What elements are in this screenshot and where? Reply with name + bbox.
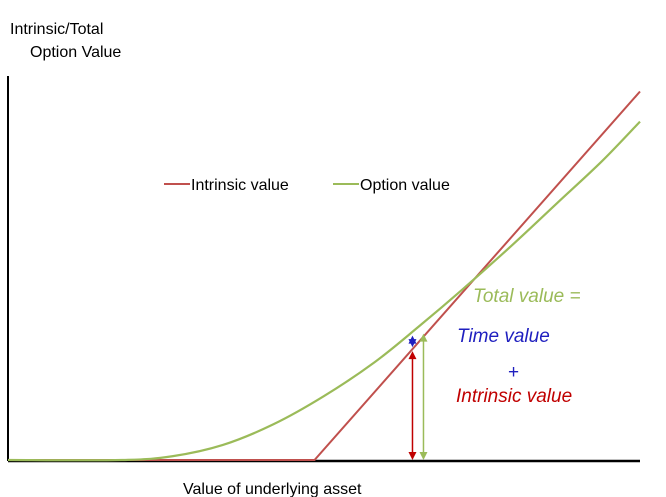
legend-label-intrinsic-value: Intrinsic value <box>191 177 289 194</box>
annotation-plus: + <box>508 362 519 383</box>
value-decomposition-arrows <box>408 333 428 460</box>
total-value-arrow-head-up <box>419 333 428 342</box>
series-line-option-value <box>7 120 641 462</box>
annotation-time-value: Time value <box>457 326 550 347</box>
legend-label-option-value: Option value <box>360 177 450 194</box>
time-value-arrow-head-down <box>408 339 417 348</box>
x-axis-label: Value of underlying asset <box>183 481 362 497</box>
y-axis-label-line-2: Option Value <box>30 44 121 61</box>
intrinsic-value-arrow-head-up <box>408 351 417 360</box>
legend: Intrinsic value Option value <box>164 177 450 194</box>
intrinsic-value-arrow-head-down <box>408 452 417 460</box>
y-axis-label-line-1: Intrinsic/Total <box>10 21 103 38</box>
total-value-arrow-head-down <box>419 452 428 460</box>
annotation-total-value: Total value = <box>473 286 581 307</box>
annotation-intrinsic-value: Intrinsic value <box>456 386 572 407</box>
